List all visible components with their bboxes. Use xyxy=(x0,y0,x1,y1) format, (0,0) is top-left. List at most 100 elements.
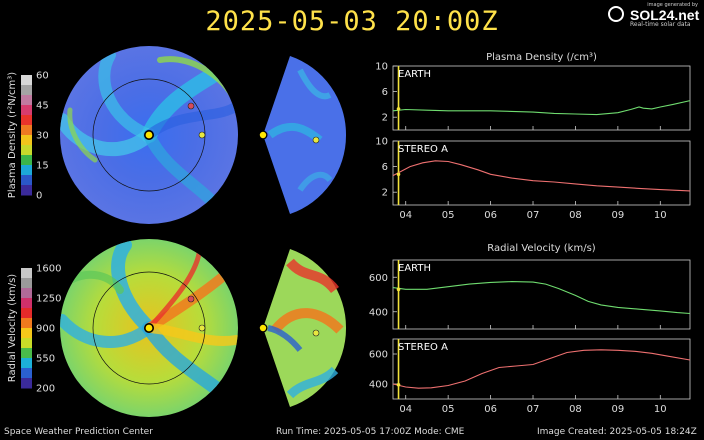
logo-brand: SOL24.net xyxy=(630,7,700,23)
current-value-marker xyxy=(396,107,401,111)
x-tick-label: 07 xyxy=(527,210,540,221)
colorbar-tick-label: 30 xyxy=(36,131,49,142)
colorbar-segment xyxy=(21,288,32,299)
panel-frame xyxy=(392,140,691,206)
earth-marker xyxy=(198,131,206,139)
x-tick-label: 05 xyxy=(442,404,455,415)
logo-tagline: Real-time solar data xyxy=(630,21,691,28)
colorbar-segment xyxy=(21,155,32,166)
colorbar-tick-label: 60 xyxy=(36,71,49,82)
timestamp-title: 2025-05-03 20:00Z xyxy=(205,6,499,37)
colorbar-segment xyxy=(21,298,32,309)
timeseries-panel: Radial Velocity (km/s) 400 600 EARTH xyxy=(369,243,691,330)
stereo-a-marker xyxy=(187,102,195,110)
colorbar-segment xyxy=(21,145,32,156)
timeseries-panel: 400 600 STEREO A xyxy=(369,338,691,400)
colorbar-segment xyxy=(21,328,32,339)
y-tick-label: 600 xyxy=(369,273,388,284)
y-tick-label: 10 xyxy=(375,62,388,73)
colorbar-label: Radial Velocity (km/s) xyxy=(7,274,18,382)
panel-frame xyxy=(392,65,691,131)
footer-run-time: Run Time: 2025-05-05 17:00Z Mode: CME xyxy=(276,427,465,437)
panel-title: Radial Velocity (km/s) xyxy=(487,243,595,254)
y-tick-label: 2 xyxy=(382,113,388,124)
panel-frame xyxy=(392,338,691,400)
colorbar-label: Plasma Density (r²N/cm³) xyxy=(7,72,18,199)
colorbar-segment xyxy=(21,368,32,379)
current-value-marker xyxy=(396,287,401,292)
x-tick-label: 06 xyxy=(484,210,497,221)
x-tick-label: 06 xyxy=(484,404,497,415)
colorbar-segment xyxy=(21,125,32,136)
logo-sun-icon xyxy=(608,6,624,22)
colorbar-segment xyxy=(21,85,32,96)
x-tick-label: 10 xyxy=(654,210,667,221)
velocity-meridional-wedge xyxy=(258,249,347,407)
colorbar-tick-label: 1600 xyxy=(36,264,61,275)
x-tick-label: 09 xyxy=(612,210,625,221)
colorbar-segment xyxy=(21,175,32,186)
series-line xyxy=(392,349,691,389)
colorbar-segment xyxy=(21,185,32,196)
logo-caption: image generated by xyxy=(647,2,698,8)
colorbar-segment xyxy=(21,308,32,319)
colorbar-tick-label: 1250 xyxy=(36,294,61,305)
panel-frame xyxy=(392,259,691,330)
colorbar-segment xyxy=(21,135,32,146)
colorbar-segment xyxy=(21,105,32,116)
y-tick-label: 6 xyxy=(382,87,388,98)
series-line xyxy=(392,281,691,315)
x-tick-label: 08 xyxy=(569,210,582,221)
colorbar-tick-label: 900 xyxy=(36,324,55,335)
x-tick-label: 04 xyxy=(399,210,412,221)
x-tick-label: 07 xyxy=(527,404,540,415)
panel-label: EARTH xyxy=(398,263,431,274)
colorbar-segment xyxy=(21,95,32,106)
panel-label: EARTH xyxy=(398,69,431,80)
x-tick-label: 04 xyxy=(399,404,412,415)
y-tick-label: 6 xyxy=(382,162,388,173)
y-tick-label: 10 xyxy=(375,137,388,148)
panel-title: Plasma Density (/cm³) xyxy=(486,52,597,63)
x-tick-label: 05 xyxy=(442,210,455,221)
footer: Space Weather Prediction Center Run Time… xyxy=(0,427,704,440)
series-line xyxy=(392,160,691,192)
y-tick-label: 400 xyxy=(369,380,388,391)
colorbar-tick-label: 15 xyxy=(36,161,49,172)
x-tick-label: 08 xyxy=(569,404,582,415)
timeseries-panel: Plasma Density (/cm³) 2 6 10 EARTH xyxy=(375,52,691,131)
velocity-ecliptic-disk xyxy=(60,239,238,417)
y-tick-label: 600 xyxy=(369,350,388,361)
panel-label: STEREO A xyxy=(398,144,448,155)
density-meridional-wedge xyxy=(258,56,347,214)
footer-created: Image Created: 2025-05-05 18:24Z xyxy=(537,427,697,437)
colorbar-tick-label: 0 xyxy=(36,191,42,202)
y-tick-label: 2 xyxy=(382,188,388,199)
colorbar-tick-label: 45 xyxy=(36,101,49,112)
colorbar-segment xyxy=(21,75,32,86)
x-tick-label: 10 xyxy=(654,404,667,415)
colorbar-segment xyxy=(21,338,32,349)
colorbar-tick-label: 200 xyxy=(36,384,55,395)
colorbar-segment xyxy=(21,348,32,359)
density-ecliptic-disk xyxy=(60,46,238,224)
x-tick-label: 09 xyxy=(612,404,625,415)
y-tick-label: 400 xyxy=(369,307,388,318)
colorbars: 60 45 30 15 0 Plasma Density (r²N/cm³) 1600 125… xyxy=(7,71,61,395)
colorbar-segment xyxy=(21,358,32,369)
sol24-logo: image generated by SOL24.net Real-time s… xyxy=(604,2,704,28)
timeseries-panels: Plasma Density (/cm³) 2 6 10 EARTH 2 6 10 STEREO… xyxy=(369,52,691,415)
colorbar-segment xyxy=(21,318,32,329)
current-value-marker xyxy=(396,382,401,387)
current-value-marker xyxy=(396,172,401,177)
colorbar-segment xyxy=(21,165,32,176)
colorbar-segment xyxy=(21,278,32,289)
series-line xyxy=(392,100,691,116)
panel-label: STEREO A xyxy=(398,342,448,353)
colorbar-segment xyxy=(21,378,32,389)
colorbar-segment xyxy=(21,115,32,126)
timeseries-panel: 2 6 10 STEREO A xyxy=(375,137,691,206)
footer-source: Space Weather Prediction Center xyxy=(4,427,153,437)
colorbar-segment xyxy=(21,268,32,279)
